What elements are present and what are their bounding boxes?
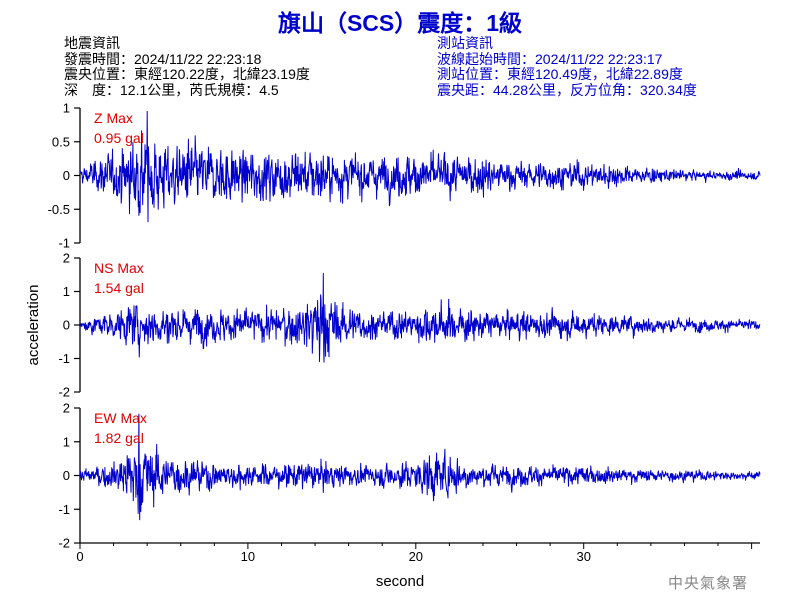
ew-y-tick-label: 2 — [63, 401, 70, 416]
y-axis-label: acceleration — [25, 285, 42, 366]
earthquake-info-heading: 地震資訊 — [64, 35, 120, 51]
epicenter-location: 震央位置：東經120.22度，北緯23.19度 — [64, 66, 310, 82]
station-location: 測站位置：東經120.49度，北緯22.89度 — [437, 66, 683, 82]
depth-magnitude: 深 度：12.1公里，芮氏規模：4.5 — [64, 81, 279, 98]
ew-max-value: 1.82 gal — [94, 430, 144, 446]
z-y-tick-label: 0.5 — [52, 134, 70, 149]
ns-max-label: NS Max — [94, 260, 144, 276]
earthquake-info: 地震資訊 發震時間：2024/11/22 22:23:18 震央位置：東經120… — [64, 35, 310, 98]
x-tick-label: 30 — [576, 549, 590, 564]
chart-title: 旗山（SCS）震度：1級 — [277, 10, 523, 36]
agency-watermark: 中央氣象署 — [667, 574, 748, 592]
ew-y-tick-label: 0 — [63, 468, 70, 483]
ns-y-tick-label: 1 — [63, 284, 70, 299]
station-info: 測站資訊 波線起始時間：2024/11/22 22:23:17 測站位置：東經1… — [437, 35, 697, 98]
ns-y-tick-label: -2 — [58, 385, 70, 400]
ew-trace — [79, 413, 761, 521]
x-axis-label: second — [376, 573, 424, 590]
ns-y-tick-label: 2 — [63, 251, 70, 266]
z-y-tick-label: -1 — [58, 236, 70, 251]
z-y-tick-label: 1 — [63, 101, 70, 116]
ns-y-tick-label: -1 — [58, 351, 70, 366]
ew-y-tick-label: -2 — [58, 536, 70, 551]
x-tick-label: 10 — [241, 549, 255, 564]
z-max-label: Z Max — [94, 110, 133, 126]
epicentral-distance: 震央距：44.28公里，反方位角：320.34度 — [437, 81, 697, 98]
z-max-value: 0.95 gal — [94, 130, 144, 146]
origin-time: 發震時間：2024/11/22 22:23:18 — [64, 50, 262, 67]
station-info-heading: 測站資訊 — [437, 35, 493, 51]
ns-trace — [79, 272, 761, 363]
z-y-tick-label: 0 — [63, 168, 70, 183]
wave-start-time: 波線起始時間：2024/11/22 22:23:17 — [437, 50, 663, 67]
ew-max-label: EW Max — [94, 410, 147, 426]
ns-y-tick-label: 0 — [63, 318, 70, 333]
ew-y-tick-label: 1 — [63, 434, 70, 449]
z-trace — [79, 110, 761, 223]
z-y-tick-label: -0.5 — [48, 202, 70, 217]
x-tick-label: 20 — [409, 549, 423, 564]
ew-y-tick-label: -1 — [58, 502, 70, 517]
x-tick-label: 0 — [76, 549, 83, 564]
ns-max-value: 1.54 gal — [94, 280, 144, 296]
